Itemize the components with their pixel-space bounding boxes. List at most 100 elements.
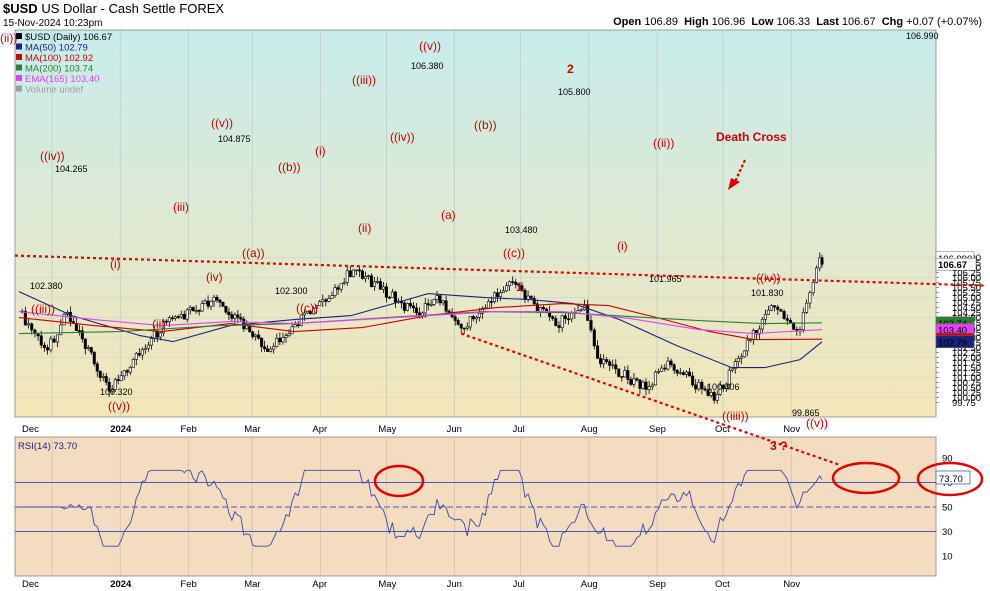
candle-body	[599, 357, 603, 365]
candle-body	[520, 285, 524, 291]
candle-body	[110, 389, 114, 392]
candle-body	[299, 314, 303, 326]
candle-body	[46, 347, 50, 351]
wave-label: (i)	[110, 257, 121, 271]
candle-body	[474, 316, 478, 320]
candle-body	[709, 392, 713, 396]
price-pivot-label: 100.320	[100, 387, 133, 397]
candle-body	[757, 328, 761, 335]
wave-label: ((ii))	[0, 31, 17, 45]
candle-body	[742, 350, 746, 358]
candle-body	[152, 330, 156, 339]
candle-body	[788, 320, 792, 323]
candle-body	[657, 370, 661, 373]
candle-body	[302, 312, 306, 316]
candle-body	[188, 307, 192, 311]
candle-body	[408, 303, 412, 307]
candle-body	[92, 351, 96, 365]
candle-body	[629, 379, 633, 385]
x-axis-label: Mar	[244, 424, 260, 435]
price-pivot-label: 102.300	[275, 286, 308, 296]
candle-body	[632, 378, 636, 385]
candle-body	[596, 345, 600, 359]
candle-body	[441, 300, 445, 304]
candle-body	[557, 325, 561, 328]
candle-body	[782, 311, 786, 319]
wave-label: ((iii))	[31, 302, 55, 316]
candle-body	[712, 392, 716, 401]
rsi-axis-tick: 90	[942, 454, 953, 465]
x-axis-label: 2024	[110, 424, 132, 435]
candle-body	[586, 305, 590, 321]
rsi-x-axis-label: Jun	[447, 579, 462, 590]
candle-body	[83, 338, 87, 349]
candle-body	[678, 372, 682, 374]
candle-body	[212, 296, 216, 302]
candle-body	[773, 305, 777, 308]
rsi-value-badge-text: 73.70	[939, 474, 963, 485]
price-axis-tick: 104.25	[952, 308, 981, 319]
chart-datetime: 15-Nov-2024 10:23pm	[3, 18, 103, 29]
price-axis-tick: 104.50	[952, 303, 981, 314]
candle-body	[89, 347, 93, 353]
candle-body	[554, 318, 558, 326]
x-axis-label: Jul	[513, 424, 525, 435]
chg-value: +0.07 (+0.07%)	[906, 16, 982, 28]
wave-label: 2	[567, 62, 574, 76]
candle-body	[495, 292, 499, 297]
candle-body	[567, 318, 571, 321]
candle-body	[251, 331, 255, 337]
candle-body	[170, 317, 174, 320]
candle-body	[592, 329, 596, 347]
rsi-panel	[14, 436, 937, 577]
x-axis-label: Dec	[22, 424, 39, 435]
candle-body	[514, 281, 518, 285]
wave-label: (i)	[617, 239, 628, 253]
rsi-x-axis-label: Oct	[715, 579, 730, 590]
candle-body	[486, 301, 490, 309]
candle-body	[224, 305, 228, 313]
x-axis-label: Oct	[715, 424, 730, 435]
candle-body	[345, 270, 349, 283]
rsi-x-axis-label: Feb	[180, 579, 196, 590]
x-axis-label: Sep	[649, 424, 666, 435]
last-label: Last	[816, 16, 839, 28]
candle-body	[653, 371, 657, 386]
wave-label: ((iii))	[352, 73, 376, 87]
rsi-axis-tick: 50	[942, 503, 953, 514]
price-pivot-label: 102.380	[30, 281, 63, 291]
candle-body	[617, 368, 621, 377]
price-axis-tick: 105.25	[952, 288, 981, 299]
x-axis-label: Jun	[447, 424, 462, 435]
candle-body	[137, 353, 141, 356]
wave-label: 1	[516, 280, 523, 294]
chg-label: Chg	[881, 16, 904, 28]
candle-body	[119, 375, 123, 381]
candle-body	[733, 361, 737, 370]
wave-label: (ii)	[152, 317, 165, 331]
wave-label: ((a))	[242, 246, 265, 260]
candle-body	[336, 287, 340, 290]
candle-body	[694, 384, 698, 390]
price-axis-tick: 101.75	[952, 358, 981, 369]
candle-body	[724, 383, 728, 389]
candle-body	[77, 330, 81, 332]
rsi-x-axis-label: Dec	[22, 579, 39, 590]
candle-body	[27, 323, 31, 326]
price-panel	[14, 29, 937, 418]
candle-body	[390, 291, 394, 298]
rsi-x-axis-label: Mar	[244, 579, 260, 590]
candle-body	[751, 329, 755, 340]
axis-value-badge-text: 103.40	[938, 326, 967, 337]
x-axis-label: Apr	[312, 424, 327, 435]
price-pivot-label: 103.480	[505, 225, 538, 235]
candle-body	[641, 381, 645, 389]
candle-body	[357, 269, 361, 272]
x-axis-label: Nov	[783, 424, 800, 435]
open-label: Open	[613, 16, 642, 28]
candle-body	[206, 300, 210, 307]
price-axis-tick: 100.00	[952, 393, 981, 404]
candle-body	[438, 295, 442, 304]
candle-body	[312, 307, 316, 315]
candle-body	[203, 300, 207, 304]
